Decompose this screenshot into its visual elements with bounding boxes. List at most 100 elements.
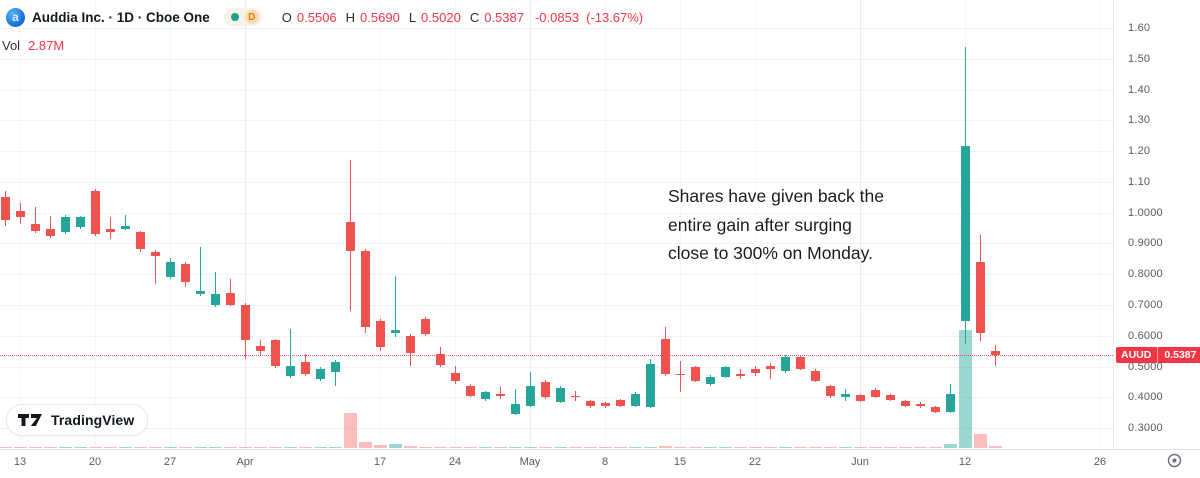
volume-bar [523,446,537,448]
candle [915,404,925,406]
candle [990,350,1000,355]
time-tick-label: 15 [673,456,687,468]
volume-bar [868,446,882,448]
current-price-line [0,354,1113,356]
candle [75,216,85,228]
candle [690,367,700,381]
volume-bar [283,446,297,448]
candle [360,251,370,328]
candle [570,395,580,398]
volume-bar [613,446,627,448]
volume-bar [928,446,942,448]
volume-bar [688,446,702,448]
candle [210,294,220,305]
high-label: H [345,9,356,25]
volume-bar [343,413,357,448]
time-tick-label: May [519,456,541,468]
candle [105,228,115,232]
candle [15,211,25,217]
volume-bar [778,446,792,448]
volume-bar [493,446,507,448]
change-value: -0.0853 [534,9,580,25]
candle [795,356,805,369]
scale-settings-icon[interactable] [1166,452,1183,469]
candle-wick [514,388,516,415]
market-status-dot-icon [230,13,239,21]
price-gridline [0,428,1113,429]
volume-bar [703,446,717,448]
volume-bar [103,446,117,448]
volume-bar [388,443,402,448]
price-tick-label: 0.8000 [1128,268,1163,281]
volume-bar [508,446,522,448]
open-label: O [281,9,292,25]
volume-bar [448,446,462,448]
price-tick-label: 0.9000 [1128,237,1163,250]
annotation-line: entire gain after surging [668,214,852,235]
time-gridline [1100,0,1101,449]
volume-bar [553,446,567,448]
time-gridline [245,0,246,449]
tradingview-logo[interactable]: TradingView [6,404,149,436]
volume-bar [913,446,927,448]
candle-wick [34,206,36,233]
volume-bar [463,446,477,448]
time-tick-label: 24 [448,456,462,468]
volume-bar [628,446,642,448]
price-tick-label: 1.30 [1128,114,1151,127]
candle [585,400,595,407]
candle [780,356,790,372]
candle [390,329,400,333]
interval-d-badge: D [244,10,259,24]
high-value: 0.5690 [360,9,400,25]
badge-ticker: AUUD [1121,348,1152,361]
close-label: C [469,9,480,25]
time-tick-label: 17 [373,456,387,468]
time-tick-label: Jun [851,456,869,468]
candle [630,394,640,407]
time-gridline [455,0,456,449]
volume-bar [238,446,252,448]
price-tick-label: 1.50 [1128,52,1151,65]
price-gridline [0,304,1113,306]
price-tick-label: 0.7000 [1128,298,1163,311]
candle [870,389,880,397]
volume-bar [598,446,612,448]
volume-bar [748,446,762,448]
candle [735,373,745,377]
candle [165,261,175,278]
candle-wick [49,215,51,239]
candle [885,395,895,400]
symbol-title[interactable]: Auddia Inc. · 1D · Cboe One [32,9,210,25]
time-gridline [860,0,861,449]
candle [930,407,940,412]
volume-bar [193,446,207,448]
volume-bar [958,330,972,448]
badge-divider [1157,346,1159,363]
candle-wick [679,360,681,393]
volume-bar [418,446,432,448]
time-tick-label: 27 [163,456,177,468]
timeframe-badge[interactable]: D [223,8,262,26]
candle-wick [994,345,996,366]
volume-bar [118,446,132,448]
open-value: 0.5506 [296,9,337,25]
candle [120,225,130,229]
volume-bar [793,446,807,448]
candle [45,228,55,236]
time-tick-label: 12 [958,456,972,468]
price-gridline [0,181,1113,183]
price-tick-label: 0.3000 [1128,422,1163,434]
change-percent: (-13.67%) [586,9,644,25]
candle-wick [109,216,111,240]
candle-wick [199,247,201,297]
low-value: 0.5020 [421,9,461,25]
volume-bar [73,446,87,448]
price-tick-label: 0.5000 [1128,360,1163,373]
candle [90,191,100,235]
candle-wick [394,276,396,338]
